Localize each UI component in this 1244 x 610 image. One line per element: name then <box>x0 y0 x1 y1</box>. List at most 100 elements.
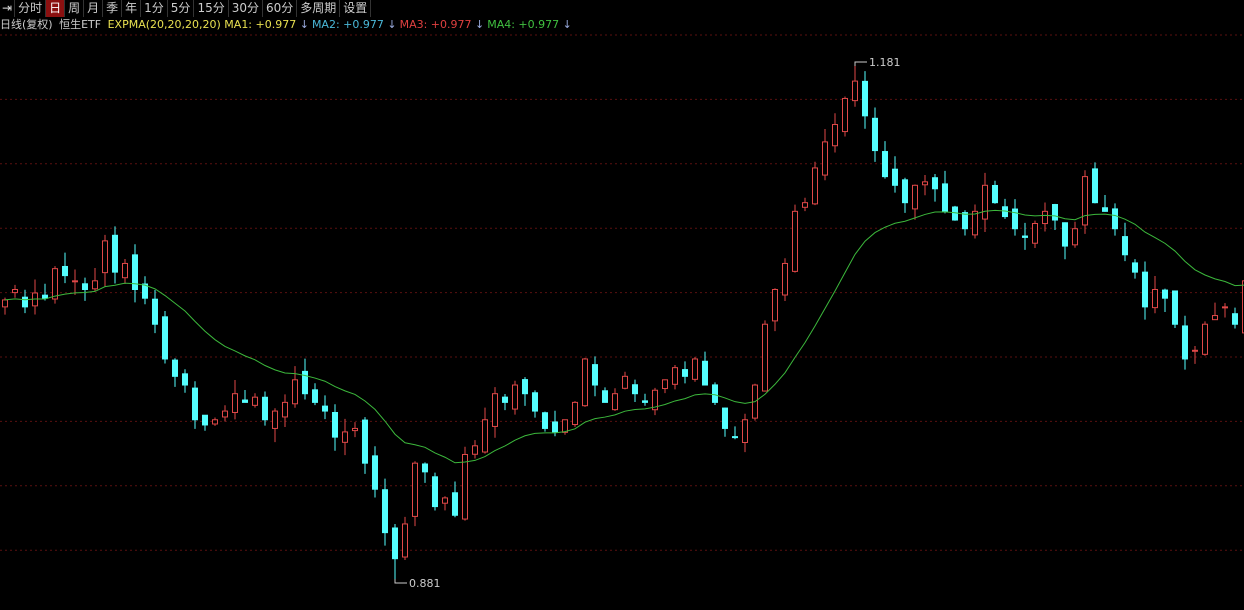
candle-down <box>172 359 178 377</box>
candle-up <box>772 289 778 322</box>
candle-down <box>552 421 558 433</box>
candle-up <box>462 453 468 520</box>
candle-down <box>382 489 388 534</box>
candle-down <box>632 384 638 395</box>
candle-up <box>442 497 448 504</box>
candle-up <box>512 384 518 410</box>
candle-up <box>482 419 488 453</box>
candle-up <box>492 393 498 427</box>
candle-down <box>312 389 318 403</box>
candle-up <box>742 419 748 443</box>
ma-value: MA1: +0.977 <box>224 18 300 31</box>
candle-up <box>222 410 228 418</box>
candle-down <box>22 296 28 308</box>
candle-down <box>1162 289 1168 299</box>
period-tab[interactable]: 季 <box>103 0 123 17</box>
ma-value: MA3: +0.977 <box>399 18 475 31</box>
period-tab[interactable]: 年 <box>122 0 142 17</box>
period-tab[interactable]: 1分 <box>141 0 168 17</box>
security-name: 恒生ETF <box>59 18 102 31</box>
candle-down <box>182 373 188 386</box>
candle-up <box>782 262 788 296</box>
period-tab[interactable]: 设置 <box>340 0 372 17</box>
candle-up <box>1152 289 1158 309</box>
candle-down <box>192 387 198 421</box>
high-marker <box>854 61 867 66</box>
candle-up <box>352 427 358 432</box>
candle-down <box>862 80 868 117</box>
candle-up <box>12 289 18 294</box>
candle-down <box>62 265 68 277</box>
candle-down <box>422 463 428 473</box>
candle-up <box>622 375 628 389</box>
period-tab[interactable]: 分时 <box>15 0 47 17</box>
candle-up <box>1072 228 1078 246</box>
candle-down <box>602 390 608 403</box>
candle-down <box>872 117 878 152</box>
candle-up <box>1042 210 1048 225</box>
candle-down <box>962 212 968 230</box>
candle-down <box>702 360 708 386</box>
candle-up <box>842 97 848 133</box>
candle-down <box>902 179 908 204</box>
candle-down <box>1232 313 1238 325</box>
candle-down <box>1022 235 1028 238</box>
candle-down <box>732 436 738 439</box>
candle-up <box>972 210 978 236</box>
candle-up <box>802 202 808 208</box>
candle-down <box>1062 222 1068 247</box>
period-tab[interactable]: 60分 <box>263 0 298 17</box>
period-tab[interactable]: 多周期 <box>297 0 341 17</box>
candle-down <box>112 234 118 273</box>
period-tab[interactable]: 日 <box>46 0 66 17</box>
candle-up <box>662 379 668 390</box>
candle-down <box>242 399 248 403</box>
candle-up <box>72 280 78 283</box>
candle-up <box>672 367 678 385</box>
candle-down <box>722 407 728 429</box>
candle-up <box>212 419 218 425</box>
candle-down <box>82 283 88 291</box>
candle-up <box>562 419 568 433</box>
candle-up <box>572 401 578 426</box>
candle-down <box>392 527 398 560</box>
candle-down <box>362 419 368 464</box>
candle-down <box>452 492 458 516</box>
candle-down <box>262 396 268 421</box>
candle-down <box>142 283 148 299</box>
candle-up <box>2 299 8 308</box>
candle-down <box>642 400 648 403</box>
candle-down <box>892 168 898 186</box>
candle-down <box>1172 290 1178 325</box>
down-arrow-icon: ↓ <box>387 18 397 31</box>
candle-down <box>1012 208 1018 230</box>
candle-up <box>102 240 108 274</box>
period-tab[interactable]: 月 <box>84 0 104 17</box>
candle-up <box>1032 223 1038 244</box>
period-tab[interactable]: 30分 <box>229 0 263 17</box>
candle-up <box>252 396 258 406</box>
candle-up <box>832 124 838 147</box>
candle-up <box>922 181 928 186</box>
candle-down <box>302 370 308 395</box>
candle-up <box>982 184 988 220</box>
period-tab[interactable]: 周 <box>65 0 85 17</box>
candle-up <box>1222 306 1228 309</box>
candle-down <box>1052 204 1058 221</box>
candle-down <box>992 184 998 204</box>
down-arrow-icon: ↓ <box>299 18 309 31</box>
candle-up <box>282 401 288 418</box>
candle-up <box>1082 176 1088 226</box>
period-tab[interactable]: 15分 <box>194 0 229 17</box>
candle-down <box>952 206 958 221</box>
candle-down <box>942 183 948 212</box>
candle-down <box>882 151 888 178</box>
candle-up <box>912 184 918 210</box>
candle-down <box>1132 262 1138 273</box>
candle-down <box>932 177 938 190</box>
candle-up <box>92 280 98 290</box>
collapse-icon[interactable]: ⇥ <box>0 0 16 17</box>
period-tab[interactable]: 5分 <box>168 0 195 17</box>
candle-up <box>792 210 798 272</box>
